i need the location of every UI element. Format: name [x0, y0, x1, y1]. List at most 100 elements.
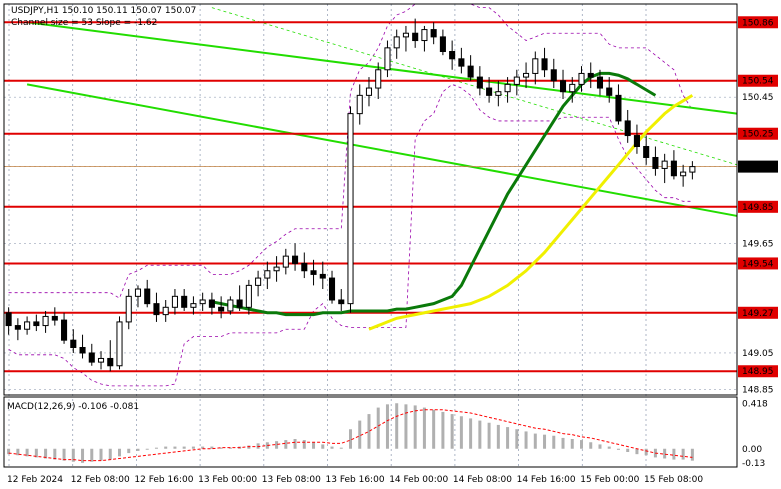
candle-body: [134, 288, 142, 297]
candle-body: [171, 295, 178, 308]
price-axis-label: 150.45: [742, 93, 774, 103]
macd-bar: [607, 446, 611, 449]
macd-bar: [441, 411, 445, 449]
current-price-label: 150.07: [742, 163, 774, 173]
axes: 12 Feb 2024 12 Feb 08:00 12 Feb 16:00 13 Fe…: [3, 3, 774, 485]
macd-bar: [90, 448, 94, 462]
macd-bar: [626, 448, 630, 452]
level-tag: [738, 306, 778, 319]
candle-body: [532, 58, 539, 74]
channel-info: Channel size = 53 Slope = -1.62: [11, 18, 157, 28]
macd-bar: [201, 446, 205, 449]
macd-bar: [275, 441, 279, 449]
level-tag-label: 150.25: [742, 130, 774, 140]
macd-bar: [487, 422, 491, 449]
time-axis-label: 14 Feb 08:00: [453, 475, 512, 485]
macd-bar: [358, 420, 362, 449]
candle-body: [190, 303, 197, 308]
time-axis-label: 12 Feb 08:00: [71, 475, 130, 485]
macd-bar: [385, 404, 389, 449]
candle-body: [14, 325, 21, 330]
candle-body: [97, 357, 105, 363]
price-axis-label: 149.65: [742, 239, 774, 249]
macd-bar: [339, 447, 343, 449]
macd-bar: [533, 433, 537, 449]
macd-bar: [469, 418, 473, 449]
time-axis-label: 13 Feb 08:00: [262, 475, 321, 485]
candle-body: [596, 76, 604, 89]
candle-body: [181, 295, 188, 308]
price-axis-label: 149.05: [742, 349, 774, 359]
candle-body: [107, 357, 114, 367]
macd-bar: [182, 446, 186, 449]
candle-body: [486, 87, 493, 96]
candle-body: [319, 273, 326, 279]
macd-bar: [136, 448, 140, 451]
macd-bar: [99, 448, 103, 461]
candle-body: [412, 32, 419, 42]
time-axis-label: 14 Feb 16:00: [517, 475, 576, 485]
macd-bar: [191, 446, 195, 449]
macd-bar: [506, 427, 510, 449]
candle-body: [282, 255, 289, 268]
macd-bar: [681, 448, 685, 460]
level-tag: [738, 365, 778, 378]
candle-body: [393, 36, 400, 49]
candle-body: [199, 299, 206, 305]
candle-body: [88, 352, 95, 363]
level-tag: [738, 16, 778, 29]
macd-bar: [219, 447, 223, 449]
candle-body: [144, 288, 151, 305]
candle-body: [624, 120, 631, 137]
current-price-tag: [738, 160, 778, 173]
level-tag-label: 150.54: [742, 77, 774, 87]
level-tag: [738, 74, 778, 87]
candle-body: [661, 160, 668, 169]
candle-body: [245, 284, 252, 308]
candle-body: [356, 94, 363, 115]
level-tag: [738, 200, 778, 213]
candle-body: [227, 299, 234, 312]
macd-bar: [71, 448, 75, 462]
candle-body: [292, 255, 299, 264]
candle-body: [328, 277, 336, 301]
candle-body: [24, 321, 31, 330]
candle-body: [680, 171, 687, 177]
candle-body: [643, 146, 650, 158]
macd-bar: [404, 404, 408, 449]
macd-bar: [302, 440, 306, 449]
candle-body: [33, 321, 40, 327]
candle-body: [5, 312, 12, 327]
macd-bar: [552, 435, 556, 449]
macd-bar: [256, 443, 260, 449]
macd-bar: [589, 442, 593, 449]
candle-body: [467, 65, 474, 78]
macd-bar: [7, 448, 11, 455]
macd-bar: [543, 434, 547, 449]
candle-body: [523, 72, 530, 78]
candle-body: [375, 69, 382, 89]
macd-label: MACD(12,26,9) -0.106 -0.081: [7, 402, 139, 412]
macd-bar: [450, 414, 454, 449]
macd-bar: [580, 440, 583, 449]
candle-body: [606, 87, 613, 96]
macd-bar: [478, 420, 482, 449]
candle-body: [236, 299, 243, 308]
level-tag-label: 148.95: [742, 367, 774, 377]
macd-bar: [154, 447, 158, 449]
macd-bar: [422, 407, 426, 449]
time-axis-label: 13 Feb 00:00: [198, 475, 257, 485]
macd-bar: [44, 448, 48, 459]
macd-bar: [570, 439, 574, 449]
level-tag-label: 150.86: [742, 18, 774, 28]
macd-bar: [25, 448, 29, 457]
candle-body: [218, 306, 225, 312]
candle-body: [541, 58, 548, 71]
candle-body: [652, 156, 659, 169]
level-tag: [738, 257, 778, 270]
macd-bar: [432, 409, 436, 449]
macd-bar: [496, 424, 500, 449]
candle-body: [365, 87, 373, 96]
candle-body: [153, 303, 160, 316]
